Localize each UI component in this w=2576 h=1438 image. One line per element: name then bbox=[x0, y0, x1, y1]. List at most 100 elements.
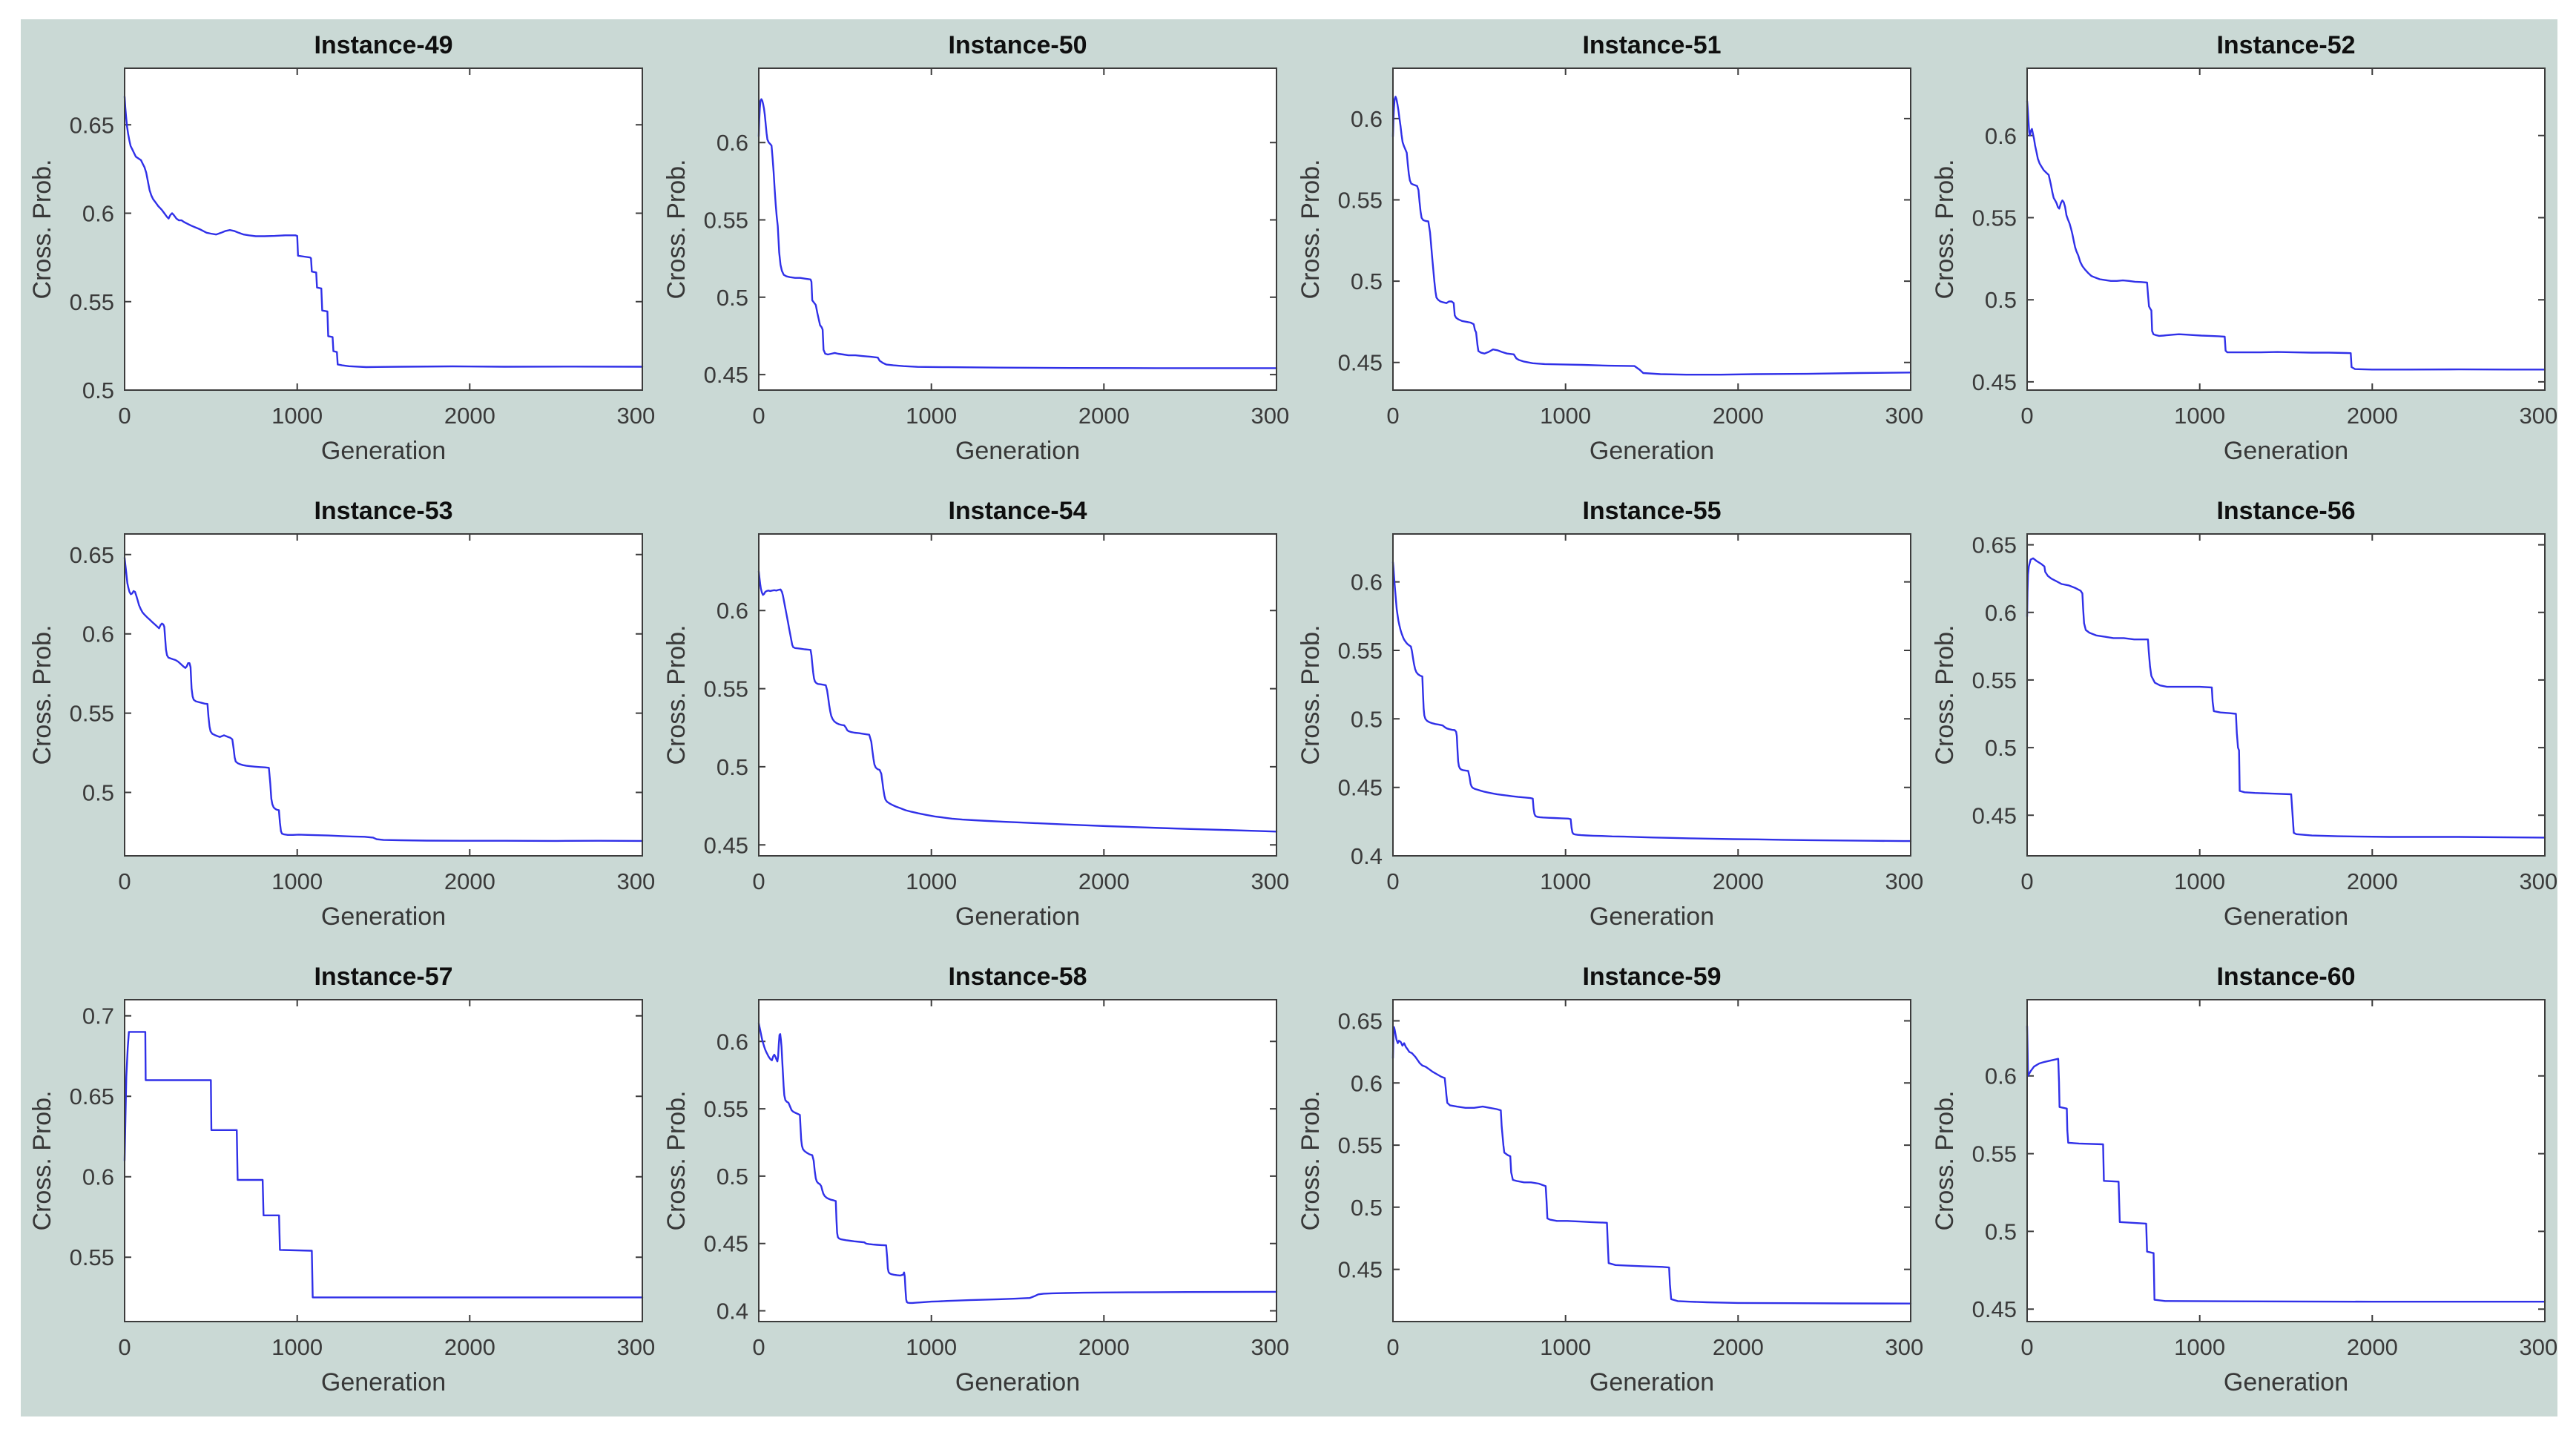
x-axis-label: Generation bbox=[1590, 1368, 1714, 1396]
x-tick-label: 1000 bbox=[906, 1334, 957, 1360]
axes-box bbox=[758, 67, 1277, 391]
x-tick-label: 1000 bbox=[2174, 868, 2225, 894]
y-tick-label: 0.5 bbox=[82, 377, 114, 403]
x-tick-label: 2000 bbox=[1078, 403, 1130, 429]
x-tick-label: 0 bbox=[752, 403, 765, 429]
x-tick-label: 0 bbox=[118, 403, 131, 429]
y-tick-label: 0.6 bbox=[1351, 1070, 1383, 1096]
y-tick-label: 0.5 bbox=[1985, 735, 2017, 761]
x-tick-label: 2000 bbox=[1713, 403, 1764, 429]
y-tick-label: 0.5 bbox=[1985, 287, 2017, 313]
x-axis-label: Generation bbox=[2224, 903, 2348, 931]
x-tick-label: 1000 bbox=[906, 403, 957, 429]
x-tick-label: 0 bbox=[752, 1334, 765, 1360]
x-tick-label: 0 bbox=[1386, 403, 1399, 429]
y-tick-label: 0.6 bbox=[1985, 123, 2017, 149]
series-line-cross-prob bbox=[757, 98, 1278, 369]
y-tick-label: 0.6 bbox=[717, 130, 748, 156]
axes-box bbox=[758, 999, 1277, 1322]
plot-area bbox=[1393, 534, 1911, 856]
axes-box bbox=[1392, 999, 1911, 1322]
y-axis-label: Cross. Prob. bbox=[1931, 625, 1959, 765]
axes-box bbox=[1392, 67, 1911, 391]
x-axis-label: Generation bbox=[321, 903, 446, 931]
y-tick-label: 0.6 bbox=[717, 598, 748, 624]
y-tick-label: 0.5 bbox=[1351, 706, 1383, 732]
plot-area bbox=[125, 534, 642, 856]
x-tick-label: 1000 bbox=[271, 1334, 323, 1360]
subplot-title: Instance-49 bbox=[314, 31, 452, 59]
plot-area bbox=[759, 68, 1277, 390]
x-tick-label: 0 bbox=[1386, 868, 1399, 894]
subplot-title: Instance-59 bbox=[1582, 963, 1721, 991]
subplot-title: Instance-60 bbox=[2216, 963, 2355, 991]
axes-box bbox=[1392, 533, 1911, 857]
y-tick-label: 0.55 bbox=[704, 676, 748, 702]
y-tick-label: 0.45 bbox=[1972, 802, 2017, 828]
axes-box bbox=[758, 533, 1277, 857]
y-tick-label: 0.45 bbox=[704, 832, 748, 858]
series-line-cross-prob bbox=[123, 95, 644, 369]
x-tick-label: 1000 bbox=[906, 868, 957, 894]
y-tick-label: 0.6 bbox=[1351, 106, 1383, 132]
x-tick-label: 1000 bbox=[1540, 868, 1591, 894]
x-tick-label: 2000 bbox=[444, 868, 495, 894]
series-line-cross-prob bbox=[123, 556, 644, 842]
y-axis-label: Cross. Prob. bbox=[1931, 1091, 1959, 1231]
y-axis-label: Cross. Prob. bbox=[28, 625, 56, 765]
x-axis-label: Generation bbox=[1590, 437, 1714, 465]
y-axis-label: Cross. Prob. bbox=[1297, 1091, 1325, 1231]
x-axis-label: Generation bbox=[1590, 903, 1714, 931]
y-tick-label: 0.6 bbox=[82, 621, 114, 647]
x-tick-label: 1000 bbox=[271, 868, 323, 894]
y-axis-label: Cross. Prob. bbox=[28, 1091, 56, 1231]
y-tick-label: 0.55 bbox=[704, 207, 748, 233]
y-tick-label: 0.4 bbox=[717, 1298, 748, 1324]
x-tick-label: 2000 bbox=[444, 403, 495, 429]
subplot-title: Instance-56 bbox=[2216, 497, 2355, 525]
y-tick-label: 0.65 bbox=[1972, 532, 2017, 558]
y-tick-label: 0.6 bbox=[717, 1029, 748, 1055]
y-tick-label: 0.65 bbox=[70, 112, 114, 138]
x-axis-label: Generation bbox=[955, 437, 1080, 465]
x-axis-label: Generation bbox=[2224, 437, 2348, 465]
x-tick-label: 2000 bbox=[2347, 868, 2398, 894]
subplot-title: Instance-51 bbox=[1582, 31, 1721, 59]
x-tick-label: 0 bbox=[752, 868, 765, 894]
x-tick-label: 1000 bbox=[271, 403, 323, 429]
subplot-title: Instance-57 bbox=[314, 963, 452, 991]
plot-area bbox=[2027, 534, 2545, 856]
axes-box bbox=[124, 533, 643, 857]
x-axis-label: Generation bbox=[321, 437, 446, 465]
plot-area bbox=[2027, 68, 2545, 390]
x-tick-label: 0 bbox=[118, 1334, 131, 1360]
y-tick-label: 0.7 bbox=[82, 1003, 114, 1029]
subplot-title: Instance-55 bbox=[1582, 497, 1721, 525]
plot-area bbox=[759, 534, 1277, 856]
series-line-cross-prob bbox=[2026, 1025, 2546, 1303]
y-tick-label: 0.55 bbox=[704, 1096, 748, 1122]
axes-box bbox=[124, 999, 643, 1322]
x-tick-label: 1000 bbox=[2174, 1334, 2225, 1360]
y-tick-label: 0.45 bbox=[1338, 1257, 1383, 1283]
y-tick-label: 0.45 bbox=[1972, 369, 2017, 395]
y-tick-label: 0.5 bbox=[1351, 1195, 1383, 1221]
